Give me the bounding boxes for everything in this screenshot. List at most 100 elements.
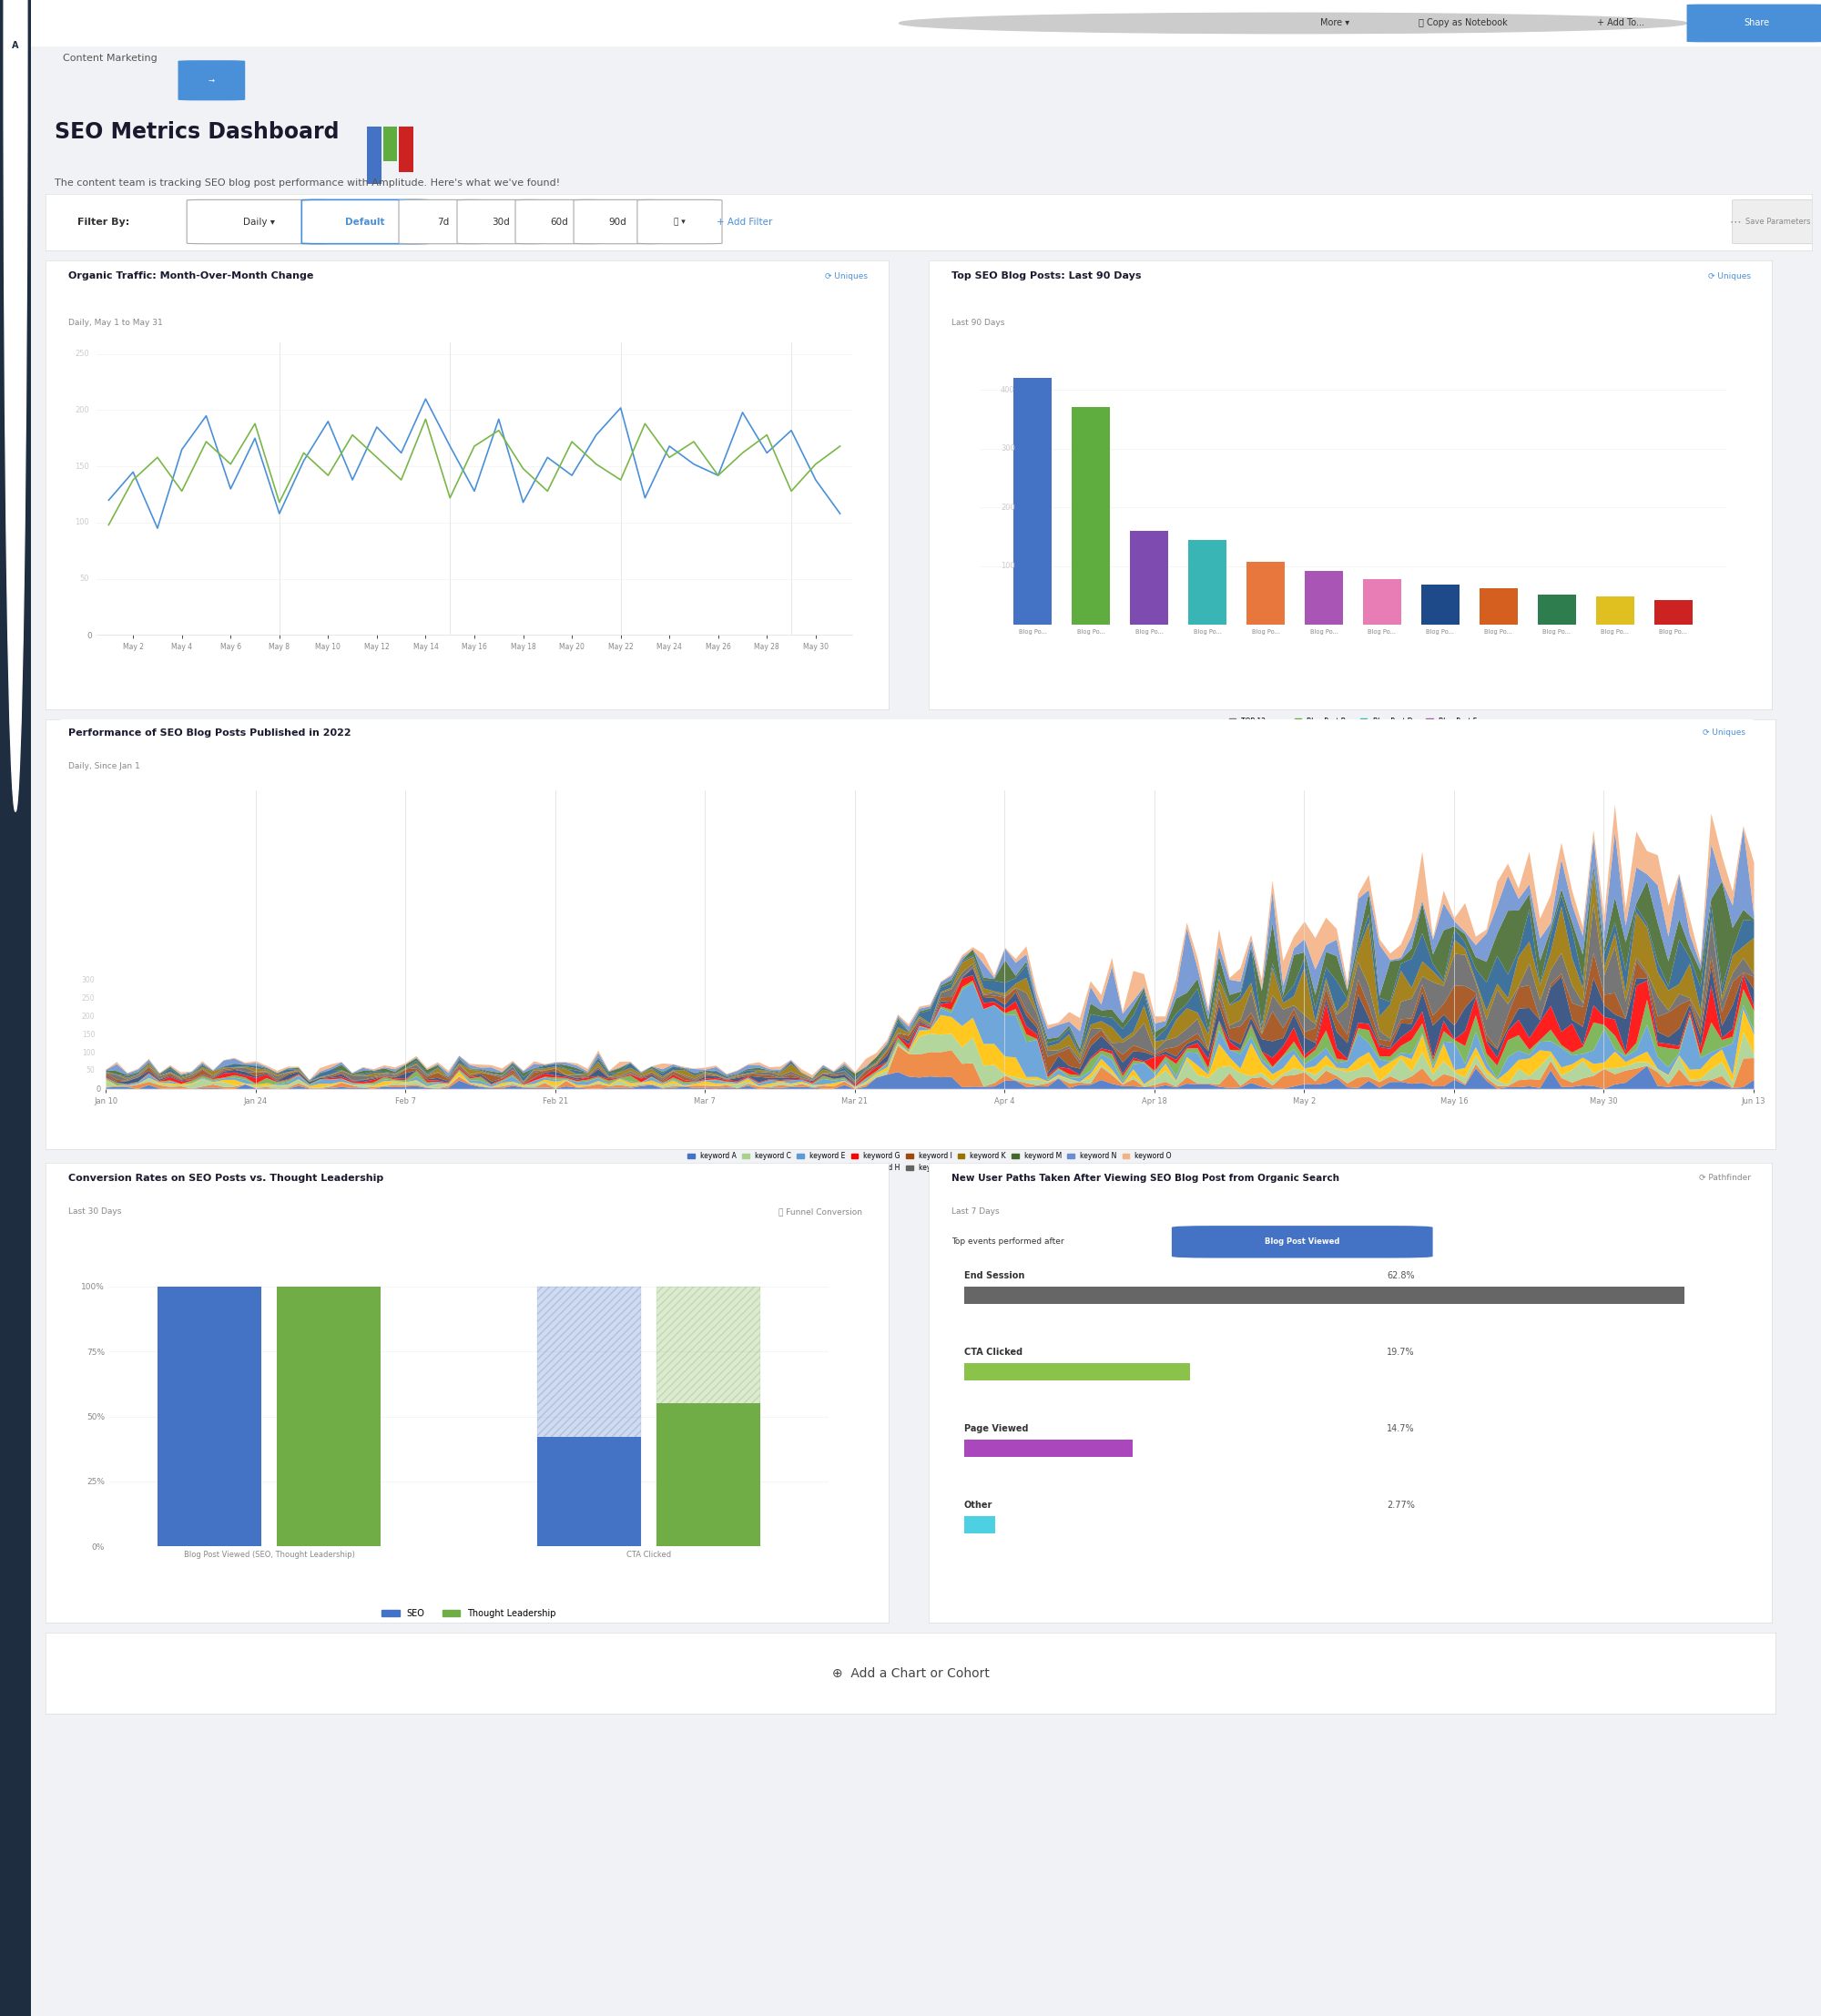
Text: New User Paths Taken After Viewing SEO Blog Post from Organic Search: New User Paths Taken After Viewing SEO B…	[951, 1173, 1338, 1183]
Text: Save Parameters: Save Parameters	[1746, 218, 1810, 226]
Bar	[157, 1286, 260, 1546]
Bar	[1480, 589, 1517, 625]
Text: ⟳ Uniques: ⟳ Uniques	[1703, 728, 1745, 736]
Text: ⟳ Uniques: ⟳ Uniques	[825, 272, 869, 280]
Text: Top events performed after: Top events performed after	[951, 1238, 1063, 1246]
Text: 30d: 30d	[492, 218, 510, 226]
Text: Performance of SEO Blog Posts Published in 2022: Performance of SEO Blog Posts Published …	[69, 728, 351, 738]
Bar	[1247, 562, 1284, 625]
Text: 150: 150	[75, 462, 89, 470]
Bar	[399, 127, 413, 173]
Bar	[1189, 540, 1226, 625]
Text: Other: Other	[963, 1500, 992, 1510]
Bar	[1131, 530, 1167, 625]
Text: 14.7%: 14.7%	[1388, 1423, 1415, 1433]
FancyBboxPatch shape	[399, 200, 488, 244]
Text: 300: 300	[82, 976, 95, 984]
Text: CTA Clicked: CTA Clicked	[963, 1347, 1022, 1357]
FancyBboxPatch shape	[178, 60, 246, 101]
Text: Page Viewed: Page Viewed	[963, 1423, 1029, 1433]
Text: Filter By:: Filter By:	[76, 218, 129, 226]
FancyBboxPatch shape	[302, 200, 428, 244]
Bar	[537, 1286, 641, 1546]
Text: ⟳ Pathfinder: ⟳ Pathfinder	[1699, 1173, 1752, 1181]
Text: 📊 Funnel Conversion: 📊 Funnel Conversion	[779, 1208, 863, 1216]
Text: 2.77%: 2.77%	[1388, 1500, 1415, 1510]
Bar	[1306, 571, 1342, 625]
Text: 250: 250	[75, 351, 89, 359]
Text: Daily, May 1 to May 31: Daily, May 1 to May 31	[67, 319, 162, 327]
Legend: SEO, Thought Leadership: SEO, Thought Leadership	[379, 1605, 559, 1621]
Bar	[1539, 595, 1575, 625]
Text: 100: 100	[1002, 562, 1014, 571]
Circle shape	[900, 12, 1686, 34]
Text: 50: 50	[80, 575, 89, 583]
Text: 150: 150	[82, 1030, 95, 1038]
Text: 62.8%: 62.8%	[1388, 1270, 1415, 1280]
Text: 19.7%: 19.7%	[1388, 1347, 1415, 1357]
Text: 90d: 90d	[608, 218, 626, 226]
Bar	[963, 1363, 1191, 1381]
Text: The content team is tracking SEO blog post performance with Amplitude. Here's wh: The content team is tracking SEO blog po…	[55, 179, 559, 187]
Text: 300: 300	[1000, 444, 1014, 454]
FancyBboxPatch shape	[637, 200, 723, 244]
Text: Default: Default	[346, 218, 384, 226]
Text: 7d: 7d	[437, 218, 450, 226]
Legend: This Month, Last Month: This Month, Last Month	[388, 726, 561, 742]
FancyBboxPatch shape	[1686, 4, 1821, 42]
Text: End Session: End Session	[963, 1270, 1023, 1280]
FancyBboxPatch shape	[1732, 200, 1821, 244]
Text: + Add To...: + Add To...	[1597, 18, 1644, 28]
Bar	[657, 1286, 761, 1546]
Bar	[1364, 579, 1400, 625]
Circle shape	[4, 0, 27, 812]
Text: 50: 50	[86, 1066, 95, 1075]
Text: More ▾: More ▾	[1320, 18, 1349, 28]
Text: Conversion Rates on SEO Posts vs. Thought Leadership: Conversion Rates on SEO Posts vs. Though…	[67, 1173, 384, 1183]
FancyBboxPatch shape	[188, 200, 331, 244]
Text: Daily, Since Jan 1: Daily, Since Jan 1	[69, 762, 140, 770]
Bar	[1073, 407, 1109, 625]
Text: 200: 200	[75, 405, 89, 413]
Bar	[368, 127, 381, 183]
Text: SEO Metrics Dashboard: SEO Metrics Dashboard	[55, 121, 339, 143]
Bar	[1597, 597, 1633, 625]
Bar	[537, 1437, 641, 1546]
Bar	[963, 1439, 1133, 1458]
Text: Top SEO Blog Posts: Last 90 Days: Top SEO Blog Posts: Last 90 Days	[951, 272, 1142, 280]
Legend: keyword A, keyword B, keyword C, keyword D, keyword E, keyword F, keyword G, key: keyword A, keyword B, keyword C, keyword…	[685, 1149, 1175, 1175]
Bar	[1014, 379, 1051, 625]
FancyBboxPatch shape	[515, 200, 605, 244]
Text: Share: Share	[1745, 18, 1770, 28]
Text: Organic Traffic: Month-Over-Month Change: Organic Traffic: Month-Over-Month Change	[67, 272, 313, 280]
Bar	[382, 127, 397, 161]
Text: 100: 100	[82, 1048, 95, 1056]
Text: 200: 200	[82, 1012, 95, 1020]
Text: Last 30 Days: Last 30 Days	[67, 1208, 122, 1216]
Text: 400: 400	[1002, 385, 1014, 393]
FancyBboxPatch shape	[457, 200, 546, 244]
Text: A: A	[13, 40, 18, 50]
Text: 60d: 60d	[550, 218, 568, 226]
Bar	[1655, 599, 1692, 625]
Text: ⟳ Uniques: ⟳ Uniques	[1708, 272, 1752, 280]
Text: →: →	[208, 77, 215, 85]
Text: ⋯: ⋯	[1730, 216, 1741, 228]
Text: 📅 ▾: 📅 ▾	[674, 218, 685, 226]
Text: 100: 100	[75, 518, 89, 526]
Text: 250: 250	[82, 994, 95, 1002]
Bar	[277, 1286, 381, 1546]
Text: Blog Post Viewed: Blog Post Viewed	[1266, 1238, 1340, 1246]
Bar	[657, 1403, 761, 1546]
Bar	[963, 1286, 1684, 1304]
Legend: TOP 12, Blog Post A, Blog Post B, Blog Post C, Blog Post D, Blog Post E, Blog Po: TOP 12, Blog Post A, Blog Post B, Blog P…	[1226, 714, 1480, 740]
Text: 📋 Copy as Notebook: 📋 Copy as Notebook	[1419, 18, 1508, 28]
Text: Last 7 Days: Last 7 Days	[951, 1208, 1000, 1216]
Text: 200: 200	[1002, 504, 1014, 512]
Text: Content Marketing: Content Marketing	[64, 54, 158, 62]
Bar	[1422, 585, 1459, 625]
Text: Last 90 Days: Last 90 Days	[951, 319, 1005, 327]
FancyBboxPatch shape	[574, 200, 663, 244]
Text: + Add Filter: + Add Filter	[717, 218, 772, 226]
Text: Daily ▾: Daily ▾	[244, 218, 275, 226]
